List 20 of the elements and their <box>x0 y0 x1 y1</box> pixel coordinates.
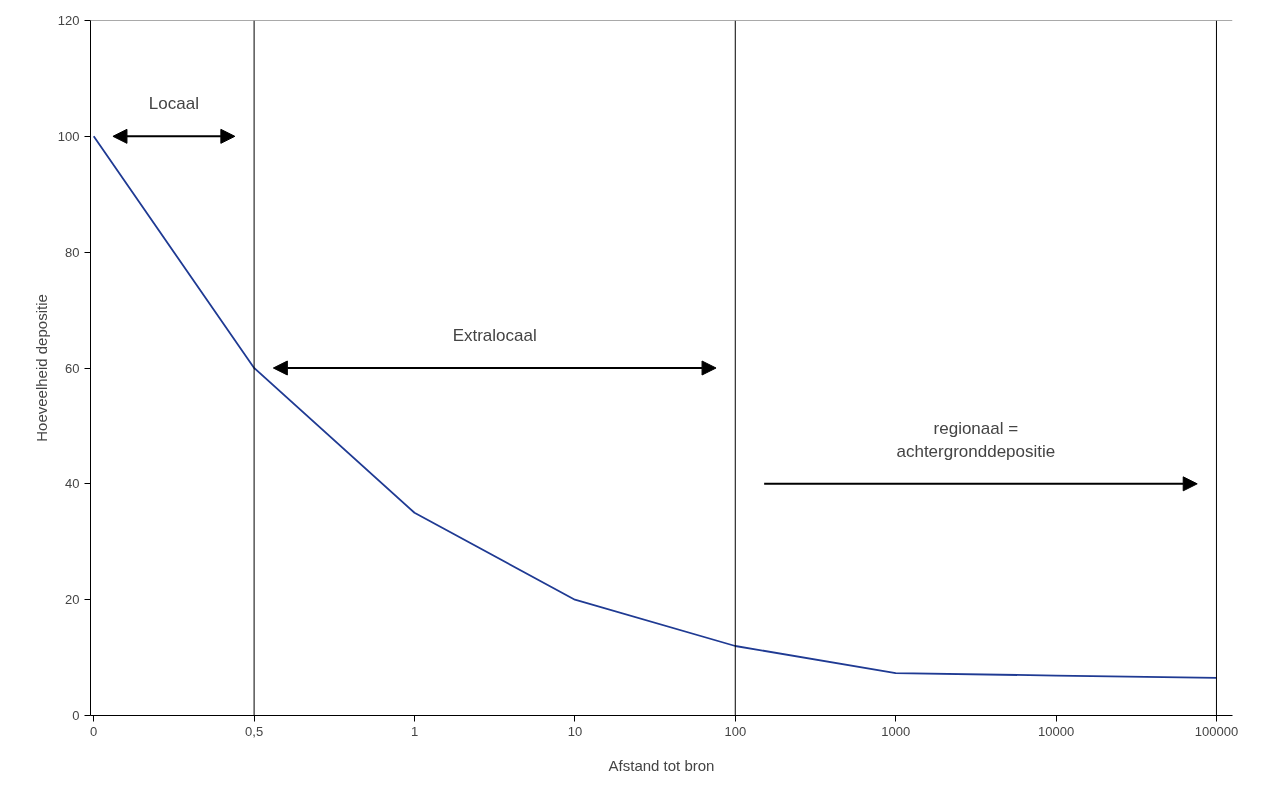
y-tick-label: 100 <box>57 128 80 144</box>
y-tick-label: 80 <box>65 244 80 260</box>
x-tick-label: 10000 <box>1037 723 1075 739</box>
y-tick-label: 40 <box>65 476 80 492</box>
x-tick-label: 100000 <box>1194 723 1239 739</box>
annotation: regionaal = achtergronddepositie <box>896 418 1056 461</box>
x-tick-label: 0,5 <box>245 723 264 739</box>
y-tick-label: 20 <box>65 592 80 608</box>
annotation: Locaal <box>148 94 199 114</box>
x-axis-title: Afstand tot bron <box>608 756 715 774</box>
x-tick-label: 1000 <box>881 723 911 739</box>
y-tick-label: 60 <box>65 360 80 376</box>
x-tick-label: 1 <box>410 723 419 739</box>
x-tick-label: 10 <box>567 723 583 739</box>
x-tick-label: 0 <box>90 723 98 739</box>
y-tick-label: 0 <box>72 708 80 723</box>
y-axis-title: Hoeveelheid depositie <box>32 294 50 442</box>
y-tick-label: 120 <box>57 13 80 28</box>
x-tick-label: 100 <box>724 723 747 739</box>
annotation: Extralocaal <box>452 325 537 345</box>
